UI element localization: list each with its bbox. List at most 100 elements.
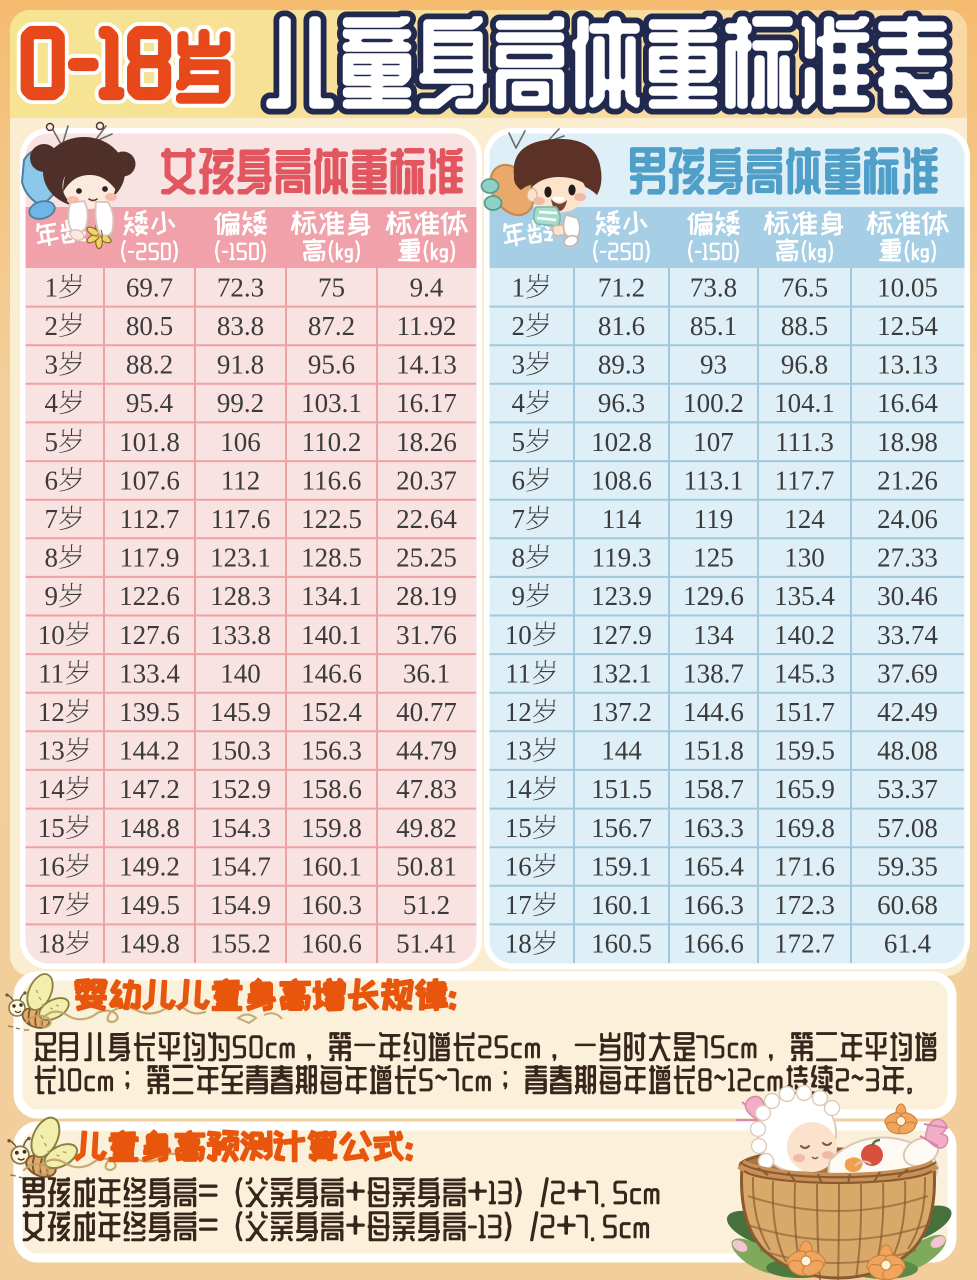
svg-text:95.6: 95.6 [308, 350, 355, 380]
svg-text:11: 11 [505, 658, 531, 688]
svg-text:159.1: 159.1 [591, 852, 652, 882]
svg-text:102.8: 102.8 [591, 427, 652, 457]
svg-text:129.6: 129.6 [683, 581, 744, 611]
svg-text:147.2: 147.2 [119, 774, 180, 804]
svg-text:149.2: 149.2 [119, 852, 180, 882]
svg-text:107: 107 [693, 427, 734, 457]
svg-text:107.6: 107.6 [119, 465, 180, 495]
svg-text:4: 4 [44, 388, 58, 418]
svg-text:152.4: 152.4 [301, 697, 362, 727]
svg-text:160.1: 160.1 [591, 890, 652, 920]
svg-text:146.6: 146.6 [301, 658, 362, 688]
svg-text:135.4: 135.4 [774, 581, 835, 611]
svg-text:114: 114 [602, 504, 642, 534]
svg-text:117.9: 117.9 [120, 543, 180, 573]
svg-text:73.8: 73.8 [690, 272, 737, 302]
svg-text:160.1: 160.1 [301, 852, 362, 882]
svg-text:14.13: 14.13 [396, 350, 457, 380]
svg-text:28.19: 28.19 [396, 581, 457, 611]
svg-text:140.2: 140.2 [774, 620, 835, 650]
svg-text:71.2: 71.2 [598, 272, 645, 302]
svg-text:127.6: 127.6 [119, 620, 180, 650]
svg-text:10: 10 [38, 620, 65, 650]
svg-text:15: 15 [38, 813, 65, 843]
svg-text:76.5: 76.5 [781, 272, 828, 302]
svg-text:7: 7 [511, 504, 525, 534]
svg-text:163.3: 163.3 [683, 813, 744, 843]
svg-text:7: 7 [44, 504, 58, 534]
svg-text:16: 16 [505, 852, 532, 882]
svg-text:112.7: 112.7 [120, 504, 180, 534]
svg-text:69.7: 69.7 [126, 272, 173, 302]
svg-text:17: 17 [38, 890, 65, 920]
svg-text:11: 11 [38, 658, 64, 688]
svg-text:8: 8 [511, 543, 525, 573]
svg-text:137.2: 137.2 [591, 697, 652, 727]
svg-text:152.9: 152.9 [210, 774, 271, 804]
svg-text:127.9: 127.9 [591, 620, 652, 650]
svg-text:100.2: 100.2 [683, 388, 744, 418]
svg-text:138.7: 138.7 [683, 658, 744, 688]
svg-text:14: 14 [38, 774, 66, 804]
svg-text:165.9: 165.9 [774, 774, 835, 804]
svg-text:139.5: 139.5 [119, 697, 180, 727]
svg-text:150.3: 150.3 [210, 736, 271, 766]
svg-text:113.1: 113.1 [684, 465, 744, 495]
svg-text:101.8: 101.8 [119, 427, 180, 457]
svg-text:18.98: 18.98 [877, 427, 938, 457]
svg-text:159.8: 159.8 [301, 813, 362, 843]
svg-text:166.6: 166.6 [683, 929, 744, 959]
svg-text:144.6: 144.6 [683, 697, 744, 727]
svg-text:13: 13 [38, 736, 65, 766]
svg-text:18: 18 [505, 929, 532, 959]
svg-text:108.6: 108.6 [591, 465, 652, 495]
svg-text:117.6: 117.6 [211, 504, 271, 534]
svg-text:24.06: 24.06 [877, 504, 938, 534]
svg-text:9.4: 9.4 [410, 272, 444, 302]
svg-text:75: 75 [318, 272, 345, 302]
svg-text:12: 12 [38, 697, 65, 727]
svg-text:123.1: 123.1 [210, 543, 271, 573]
svg-text:149.5: 149.5 [119, 890, 180, 920]
svg-text:166.3: 166.3 [683, 890, 744, 920]
svg-text:112: 112 [221, 465, 261, 495]
svg-text:4: 4 [511, 388, 525, 418]
svg-text:122.5: 122.5 [301, 504, 362, 534]
svg-text:57.08: 57.08 [877, 813, 938, 843]
svg-text:10.05: 10.05 [877, 272, 938, 302]
svg-text:6: 6 [44, 465, 58, 495]
svg-text:154.9: 154.9 [210, 890, 271, 920]
svg-text:134.1: 134.1 [301, 581, 362, 611]
svg-text:122.6: 122.6 [119, 581, 180, 611]
svg-text:160.5: 160.5 [591, 929, 652, 959]
svg-text:36.1: 36.1 [403, 658, 450, 688]
svg-text:124: 124 [784, 504, 825, 534]
svg-text:132.1: 132.1 [591, 658, 652, 688]
svg-text:61.4: 61.4 [884, 929, 932, 959]
svg-text:117.7: 117.7 [775, 465, 835, 495]
svg-text:14: 14 [505, 774, 533, 804]
svg-text:172.3: 172.3 [774, 890, 835, 920]
svg-text:125: 125 [693, 543, 734, 573]
svg-text:123.9: 123.9 [591, 581, 652, 611]
svg-text:13: 13 [505, 736, 532, 766]
svg-text:37.69: 37.69 [877, 658, 938, 688]
svg-text:33.74: 33.74 [877, 620, 938, 650]
svg-text:119.3: 119.3 [592, 543, 652, 573]
svg-text:3: 3 [511, 350, 525, 380]
svg-text:158.7: 158.7 [683, 774, 744, 804]
svg-text:156.7: 156.7 [591, 813, 652, 843]
svg-text:1: 1 [511, 272, 525, 302]
svg-text:149.8: 149.8 [119, 929, 180, 959]
svg-text:140: 140 [220, 658, 261, 688]
svg-text:31.76: 31.76 [396, 620, 457, 650]
svg-text:148.8: 148.8 [119, 813, 180, 843]
svg-text:151.5: 151.5 [591, 774, 652, 804]
svg-text:9: 9 [511, 581, 525, 611]
svg-text:172.7: 172.7 [774, 929, 835, 959]
svg-text:165.4: 165.4 [683, 852, 744, 882]
svg-text:154.7: 154.7 [210, 852, 271, 882]
svg-text:130: 130 [784, 543, 825, 573]
svg-text:91.8: 91.8 [217, 350, 264, 380]
svg-text:99.2: 99.2 [217, 388, 264, 418]
